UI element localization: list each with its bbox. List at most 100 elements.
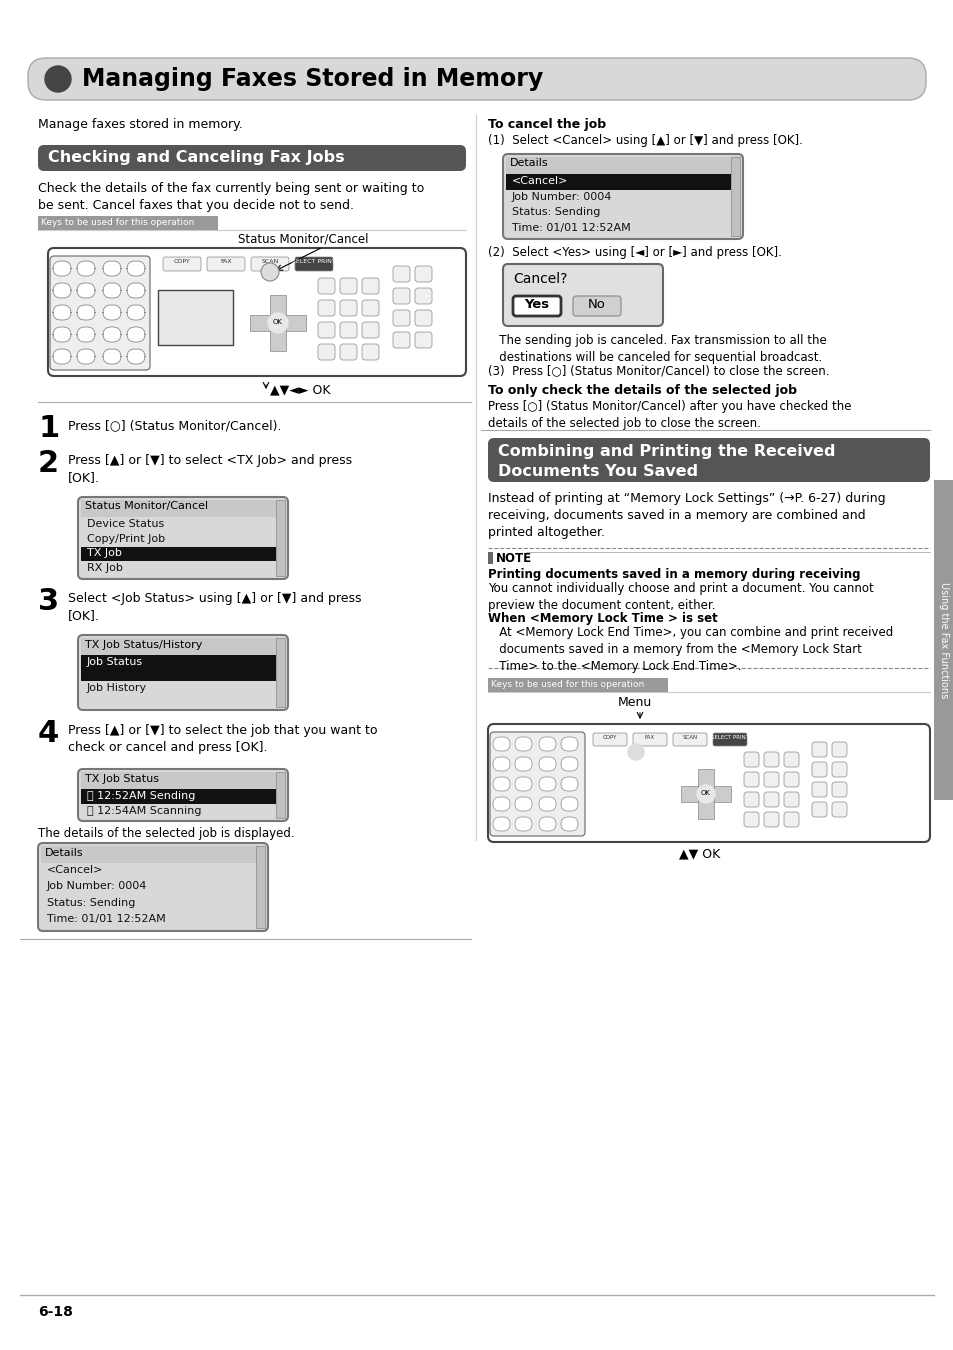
FancyBboxPatch shape bbox=[538, 757, 556, 771]
FancyBboxPatch shape bbox=[77, 261, 95, 275]
FancyBboxPatch shape bbox=[743, 772, 759, 787]
FancyBboxPatch shape bbox=[515, 757, 532, 771]
Bar bbox=[698, 769, 713, 819]
FancyBboxPatch shape bbox=[493, 796, 510, 811]
Text: Menu: Menu bbox=[618, 697, 652, 709]
Text: Time: 01/01 12:52AM: Time: 01/01 12:52AM bbox=[47, 914, 166, 923]
Text: <Cancel>: <Cancel> bbox=[47, 865, 103, 875]
FancyBboxPatch shape bbox=[251, 256, 289, 271]
Text: <Cancel>: <Cancel> bbox=[512, 176, 568, 186]
Text: Press [▲] or [▼] to select the job that you want to
check or cancel and press [O: Press [▲] or [▼] to select the job that … bbox=[68, 724, 377, 755]
FancyBboxPatch shape bbox=[743, 752, 759, 767]
Text: Job Number: 0004: Job Number: 0004 bbox=[47, 882, 147, 891]
FancyBboxPatch shape bbox=[488, 724, 929, 842]
Bar bbox=[81, 788, 275, 803]
Text: Instead of printing at “Memory Lock Settings” (→P. 6-27) during
receiving, docum: Instead of printing at “Memory Lock Sett… bbox=[488, 491, 884, 539]
FancyBboxPatch shape bbox=[573, 296, 620, 316]
Text: (1)  Select <Cancel> using [▲] or [▼] and press [OK].: (1) Select <Cancel> using [▲] or [▼] and… bbox=[488, 134, 802, 147]
Text: Details: Details bbox=[510, 158, 548, 169]
Text: 1: 1 bbox=[38, 414, 59, 443]
Text: Job History: Job History bbox=[87, 683, 147, 693]
Text: Status Monitor/Cancel: Status Monitor/Cancel bbox=[237, 234, 368, 246]
FancyBboxPatch shape bbox=[127, 284, 145, 298]
Bar bbox=[250, 315, 306, 331]
FancyBboxPatch shape bbox=[763, 772, 779, 787]
FancyBboxPatch shape bbox=[317, 344, 335, 360]
FancyBboxPatch shape bbox=[361, 278, 378, 294]
Text: Status: Sending: Status: Sending bbox=[47, 898, 135, 907]
Text: To cancel the job: To cancel the job bbox=[488, 117, 605, 131]
FancyBboxPatch shape bbox=[38, 144, 465, 171]
Text: Time: 01/01 12:52AM: Time: 01/01 12:52AM bbox=[512, 223, 630, 232]
FancyBboxPatch shape bbox=[339, 344, 356, 360]
FancyBboxPatch shape bbox=[783, 752, 799, 767]
FancyBboxPatch shape bbox=[783, 792, 799, 807]
FancyBboxPatch shape bbox=[502, 265, 662, 325]
FancyBboxPatch shape bbox=[560, 737, 578, 751]
Bar bbox=[270, 296, 286, 351]
Circle shape bbox=[627, 744, 643, 760]
Text: Yes: Yes bbox=[524, 298, 549, 311]
FancyBboxPatch shape bbox=[78, 497, 288, 579]
FancyBboxPatch shape bbox=[493, 778, 510, 791]
Text: FAX: FAX bbox=[644, 734, 655, 740]
FancyBboxPatch shape bbox=[493, 737, 510, 751]
Text: Press [○] (Status Monitor/Cancel).: Press [○] (Status Monitor/Cancel). bbox=[68, 418, 281, 432]
FancyBboxPatch shape bbox=[560, 778, 578, 791]
Text: NOTE: NOTE bbox=[496, 552, 532, 566]
Text: ▲▼◄► OK: ▲▼◄► OK bbox=[270, 383, 330, 396]
Text: Status: Sending: Status: Sending bbox=[512, 207, 599, 217]
Text: Combining and Printing the Received
Documents You Saved: Combining and Printing the Received Docu… bbox=[497, 444, 835, 479]
Bar bbox=[81, 639, 285, 655]
Bar bbox=[81, 547, 275, 562]
FancyBboxPatch shape bbox=[393, 332, 410, 348]
FancyBboxPatch shape bbox=[672, 733, 706, 747]
Text: Checking and Canceling Fax Jobs: Checking and Canceling Fax Jobs bbox=[48, 150, 344, 165]
Bar bbox=[158, 290, 233, 346]
FancyBboxPatch shape bbox=[53, 350, 71, 365]
FancyBboxPatch shape bbox=[339, 300, 356, 316]
FancyBboxPatch shape bbox=[513, 296, 560, 316]
FancyBboxPatch shape bbox=[294, 256, 333, 271]
FancyBboxPatch shape bbox=[515, 796, 532, 811]
FancyBboxPatch shape bbox=[163, 256, 201, 271]
Text: SELECT PRINT: SELECT PRINT bbox=[292, 259, 335, 265]
Text: (2)  Select <Yes> using [◄] or [►] and press [OK].: (2) Select <Yes> using [◄] or [►] and pr… bbox=[488, 246, 781, 259]
Bar bbox=[38, 216, 218, 230]
Text: Keys to be used for this operation: Keys to be used for this operation bbox=[491, 680, 643, 688]
FancyBboxPatch shape bbox=[560, 796, 578, 811]
FancyBboxPatch shape bbox=[103, 327, 121, 342]
Text: The details of the selected job is displayed.: The details of the selected job is displ… bbox=[38, 828, 294, 840]
FancyBboxPatch shape bbox=[38, 842, 268, 931]
Bar bbox=[505, 174, 730, 189]
FancyBboxPatch shape bbox=[50, 256, 150, 370]
Text: Cancel?: Cancel? bbox=[513, 271, 567, 286]
Text: SCAN: SCAN bbox=[681, 734, 697, 740]
FancyBboxPatch shape bbox=[763, 792, 779, 807]
Text: 4: 4 bbox=[38, 720, 59, 748]
FancyBboxPatch shape bbox=[811, 761, 826, 778]
FancyBboxPatch shape bbox=[633, 733, 666, 747]
Text: Copy/Print Job: Copy/Print Job bbox=[87, 533, 165, 544]
Text: 2: 2 bbox=[38, 450, 59, 478]
FancyBboxPatch shape bbox=[831, 743, 846, 757]
Text: Press [○] (Status Monitor/Cancel) after you have checked the
details of the sele: Press [○] (Status Monitor/Cancel) after … bbox=[488, 400, 851, 431]
Text: Press [▲] or [▼] to select <TX Job> and press
[OK].: Press [▲] or [▼] to select <TX Job> and … bbox=[68, 454, 352, 485]
Text: No: No bbox=[587, 298, 605, 311]
FancyBboxPatch shape bbox=[560, 757, 578, 771]
FancyBboxPatch shape bbox=[28, 58, 925, 100]
FancyBboxPatch shape bbox=[783, 772, 799, 787]
FancyBboxPatch shape bbox=[103, 305, 121, 320]
FancyBboxPatch shape bbox=[53, 261, 71, 275]
FancyBboxPatch shape bbox=[538, 737, 556, 751]
FancyBboxPatch shape bbox=[77, 350, 95, 365]
FancyBboxPatch shape bbox=[77, 284, 95, 298]
Circle shape bbox=[268, 313, 288, 333]
Text: TX Job Status: TX Job Status bbox=[85, 774, 159, 783]
FancyBboxPatch shape bbox=[361, 300, 378, 316]
FancyBboxPatch shape bbox=[361, 323, 378, 338]
Text: Using the Fax Functions: Using the Fax Functions bbox=[938, 582, 948, 698]
FancyBboxPatch shape bbox=[77, 327, 95, 342]
FancyBboxPatch shape bbox=[538, 817, 556, 832]
FancyBboxPatch shape bbox=[593, 733, 626, 747]
